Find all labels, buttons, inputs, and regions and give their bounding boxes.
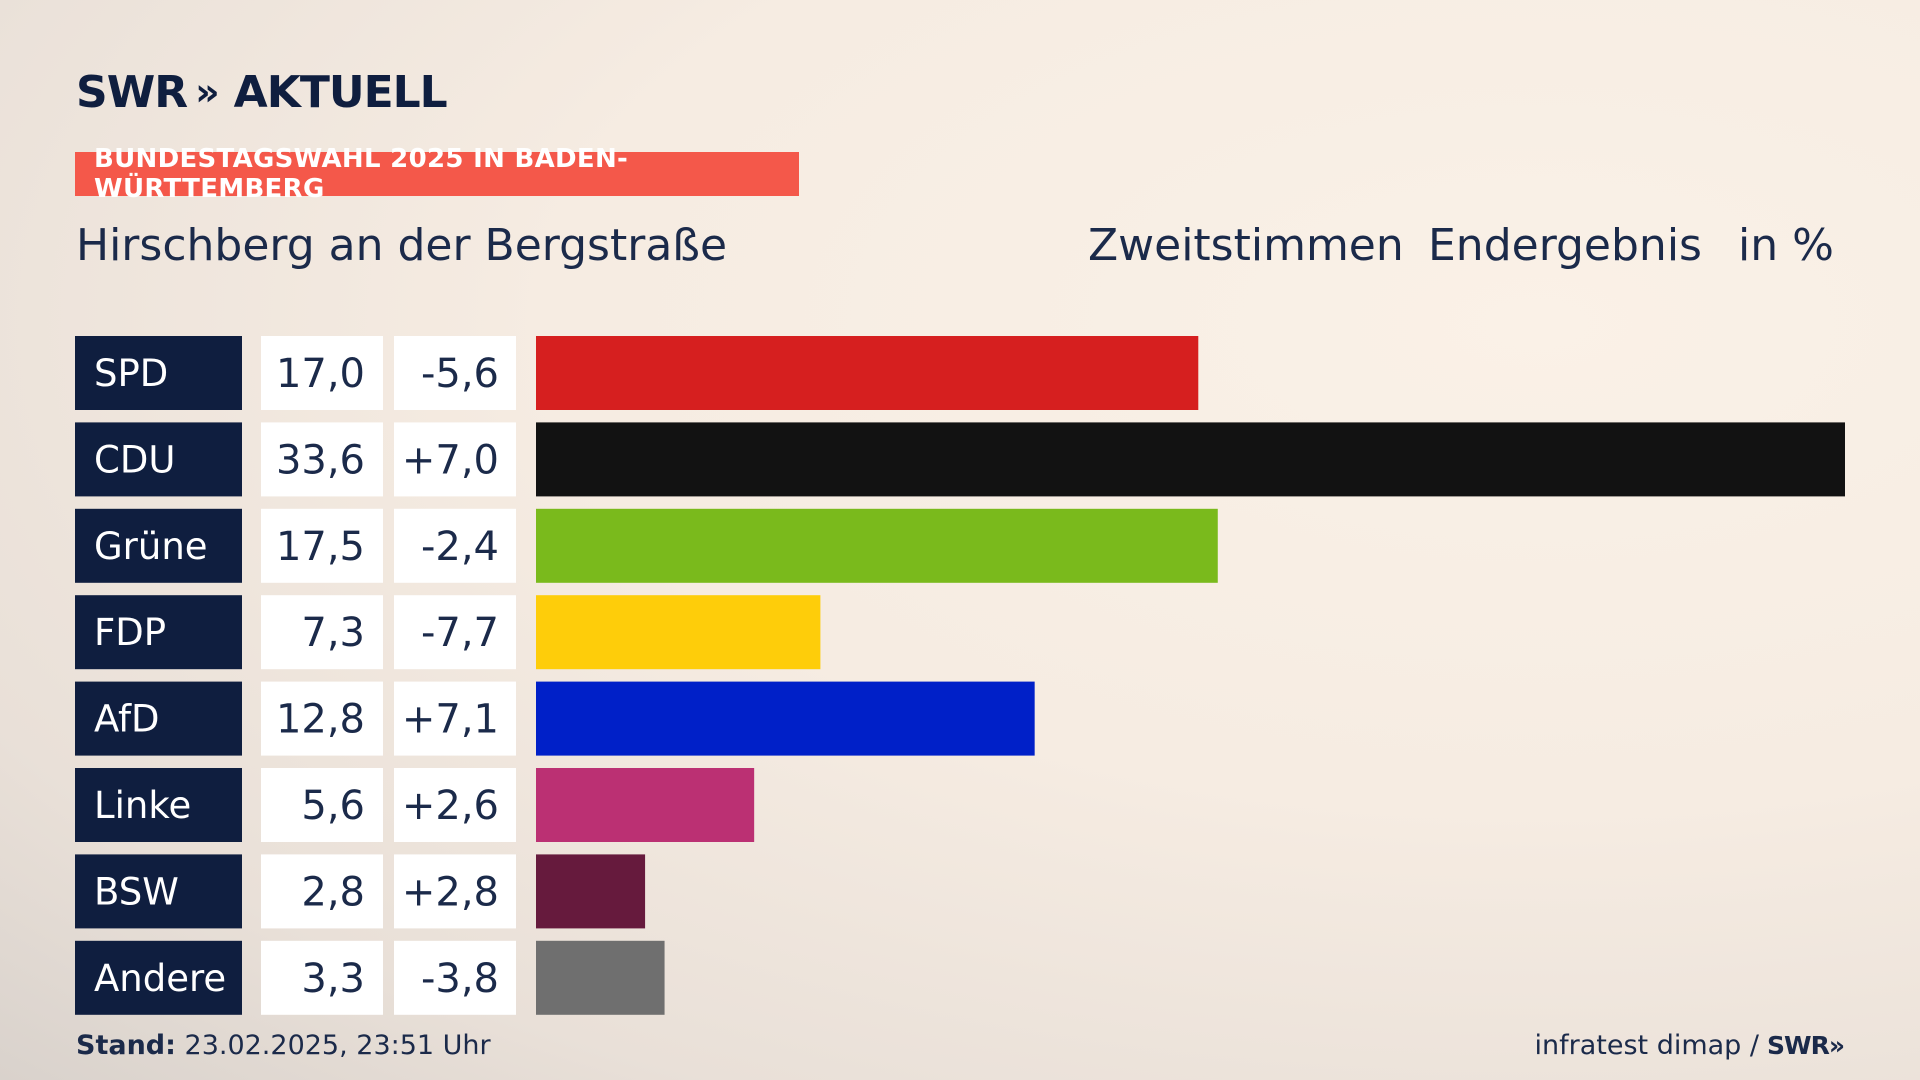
value-box-linke	[261, 768, 383, 842]
change-box-fdp	[394, 595, 516, 670]
value-label-bsw: 2,8	[301, 869, 365, 915]
change-box-bsw	[394, 854, 516, 929]
bar-andere	[536, 940, 665, 1015]
change-label-cdu: +7,0	[402, 437, 499, 483]
value-box-bsw	[261, 854, 383, 929]
value-label-fdp: 7,3	[301, 610, 365, 656]
value-box-spd	[261, 336, 383, 410]
value-label-gr-ne: 17,5	[276, 524, 365, 570]
change-label-linke: +2,6	[402, 783, 499, 829]
change-box-afd	[394, 681, 516, 756]
change-box-linke	[394, 768, 516, 842]
bar-bsw	[536, 854, 646, 929]
party-label-linke: Linke	[94, 784, 191, 827]
bar-gr-ne	[536, 508, 1218, 583]
bar-fdp	[536, 595, 821, 670]
value-box-afd	[261, 681, 383, 756]
party-label-gr-ne: Grüne	[94, 525, 208, 568]
value-label-cdu: 33,6	[276, 437, 365, 483]
source-text: infratest dimap /	[1534, 1030, 1760, 1061]
place-title: Hirschberg an der Bergstraße	[76, 220, 728, 271]
party-label-box-bsw	[75, 854, 242, 929]
party-label-bsw: BSW	[94, 870, 179, 913]
change-box-spd	[394, 336, 516, 410]
change-box-gr-ne	[394, 508, 516, 583]
bar-spd	[536, 336, 1199, 410]
election-badge: BUNDESTAGSWAHL 2025 IN BADEN-WÜRTTEMBERG	[75, 144, 799, 204]
party-label-box-andere	[75, 940, 242, 1015]
change-label-afd: +7,1	[402, 697, 499, 743]
change-label-spd: -5,6	[421, 351, 499, 397]
stand-label: Stand:	[76, 1030, 176, 1061]
value-box-cdu	[261, 422, 383, 497]
column-header-unit: in %	[1738, 220, 1834, 271]
change-label-bsw: +2,8	[402, 869, 499, 915]
logo-suffix: AKTUELL	[233, 66, 448, 118]
swr-mini-logo: SWR»	[1767, 1031, 1845, 1060]
party-label-box-fdp	[75, 595, 242, 670]
change-label-fdp: -7,7	[421, 610, 499, 656]
change-box-cdu	[394, 422, 516, 497]
party-label-cdu: CDU	[94, 438, 175, 481]
party-label-box-gr-ne	[75, 508, 242, 583]
bar-cdu	[536, 422, 1845, 497]
timestamp: Stand: 23.02.2025, 23:51 Uhr	[76, 1030, 491, 1061]
swr-aktuell-logo: SWR » AKTUELL	[76, 67, 448, 118]
value-box-gr-ne	[261, 508, 383, 583]
change-label-andere: -3,8	[421, 956, 499, 1002]
column-header-zweitstimmen: Zweitstimmen	[1088, 220, 1404, 271]
source-credit: infratest dimap / SWR»	[1535, 1030, 1845, 1061]
party-label-afd: AfD	[94, 698, 160, 741]
value-label-linke: 5,6	[301, 783, 365, 829]
value-label-andere: 3,3	[301, 956, 365, 1002]
party-label-box-cdu	[75, 422, 242, 497]
column-header-endergebnis: Endergebnis	[1428, 220, 1702, 271]
logo-text: SWR	[76, 66, 188, 118]
party-label-andere: Andere	[94, 957, 226, 1000]
value-box-andere	[261, 940, 383, 1015]
party-label-spd: SPD	[94, 352, 168, 395]
party-label-box-spd	[75, 336, 242, 410]
value-label-spd: 17,0	[276, 351, 365, 397]
stand-value: 23.02.2025, 23:51 Uhr	[184, 1030, 491, 1061]
party-label-box-afd	[75, 681, 242, 756]
value-box-fdp	[261, 595, 383, 670]
value-label-afd: 12,8	[276, 697, 365, 743]
change-label-gr-ne: -2,4	[421, 524, 499, 570]
party-label-box-linke	[75, 768, 242, 842]
bar-afd	[536, 681, 1035, 756]
party-label-fdp: FDP	[94, 611, 166, 654]
bar-linke	[536, 768, 755, 842]
change-box-andere	[394, 940, 516, 1015]
